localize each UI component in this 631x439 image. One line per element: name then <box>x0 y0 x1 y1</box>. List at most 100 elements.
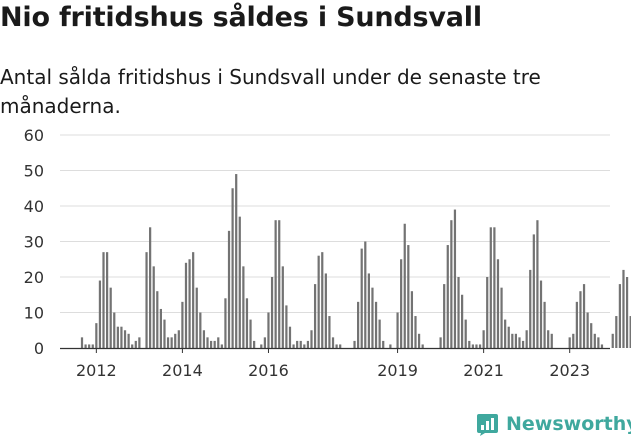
bar <box>421 344 424 348</box>
bar <box>378 319 381 348</box>
bar <box>518 337 521 348</box>
bar <box>586 312 589 348</box>
y-tick-label: 50 <box>24 162 44 181</box>
bar <box>593 333 596 348</box>
bar <box>414 316 417 348</box>
bar <box>625 277 629 348</box>
bar <box>417 333 421 348</box>
bar <box>328 316 331 348</box>
x-tick-label: 2014 <box>162 361 203 380</box>
bar <box>98 280 102 348</box>
bar <box>400 259 403 348</box>
bar <box>360 248 363 348</box>
bar <box>292 344 295 348</box>
brand-name: Newsworthy <box>506 413 631 435</box>
bar <box>582 284 586 348</box>
bar <box>547 330 550 348</box>
x-tick-label: 2023 <box>549 361 590 380</box>
bar <box>590 323 593 348</box>
bar <box>514 333 518 348</box>
bar <box>120 326 123 348</box>
bar <box>184 262 188 348</box>
bar <box>192 252 195 348</box>
bar <box>374 301 378 348</box>
bar <box>313 284 317 348</box>
bar <box>206 337 209 348</box>
bar <box>407 245 410 348</box>
bar <box>166 337 170 348</box>
bar <box>113 312 116 348</box>
bar <box>396 312 399 348</box>
bar <box>202 330 206 348</box>
bar <box>335 344 338 348</box>
bar <box>163 319 166 348</box>
bar <box>339 344 342 348</box>
bar <box>324 273 327 348</box>
bar <box>475 344 478 348</box>
y-tick-label: 40 <box>24 197 44 216</box>
x-axis: 2012201420162019202120232025 <box>60 347 610 380</box>
bar <box>80 337 84 348</box>
x-tick-label: 2012 <box>76 361 117 380</box>
bar <box>453 209 457 348</box>
bar <box>536 220 539 348</box>
bar <box>461 294 464 348</box>
x-tick-label: 2016 <box>248 361 289 380</box>
bar <box>224 298 227 348</box>
bar <box>468 340 471 348</box>
chart-subtitle: Antal sålda fritidshus i Sundsvall under… <box>0 65 541 118</box>
bar <box>249 319 252 348</box>
bar <box>500 287 503 348</box>
bar <box>270 277 274 348</box>
bar <box>568 337 571 348</box>
bar <box>504 319 507 348</box>
bar <box>489 227 492 348</box>
bar <box>321 252 324 348</box>
bar <box>367 273 370 348</box>
bar <box>450 220 453 348</box>
bar <box>123 330 127 348</box>
bar <box>267 312 270 348</box>
bar <box>389 344 392 348</box>
bar <box>464 319 467 348</box>
bar <box>572 333 575 348</box>
y-axis-tick-labels: 0 10 20 30 40 50 60 <box>24 126 44 358</box>
bar <box>543 301 546 348</box>
bar <box>152 266 155 348</box>
bar <box>296 340 299 348</box>
bar <box>511 333 514 348</box>
bar <box>303 344 306 348</box>
bar <box>539 280 543 348</box>
bar <box>496 259 500 348</box>
bar <box>274 220 277 348</box>
bar <box>105 252 109 348</box>
y-tick-label: 10 <box>24 304 44 323</box>
y-tick-label: 0 <box>34 339 44 358</box>
bar <box>242 266 245 348</box>
bar <box>443 284 446 348</box>
bar <box>525 330 528 348</box>
bar <box>109 287 112 348</box>
bar <box>478 344 482 348</box>
bar <box>131 344 134 348</box>
gridlines <box>60 134 610 313</box>
bar <box>486 277 489 348</box>
bar-chart: 0 10 20 30 40 50 60 2012 2014 2016 2019 2021 2023 20… <box>24 126 631 380</box>
bar <box>579 291 582 348</box>
bar <box>88 344 91 348</box>
bar <box>353 340 356 348</box>
bar <box>145 252 148 348</box>
bar <box>95 323 98 348</box>
bar <box>410 291 414 348</box>
bar <box>149 227 152 348</box>
bar <box>174 333 177 348</box>
bar <box>170 337 173 348</box>
bar <box>288 326 292 348</box>
bar <box>235 174 238 348</box>
bar <box>446 245 449 348</box>
bar <box>91 344 94 348</box>
x-tick-label: 2019 <box>377 361 418 380</box>
bar <box>281 266 284 348</box>
bar <box>597 337 600 348</box>
bar <box>217 337 220 348</box>
